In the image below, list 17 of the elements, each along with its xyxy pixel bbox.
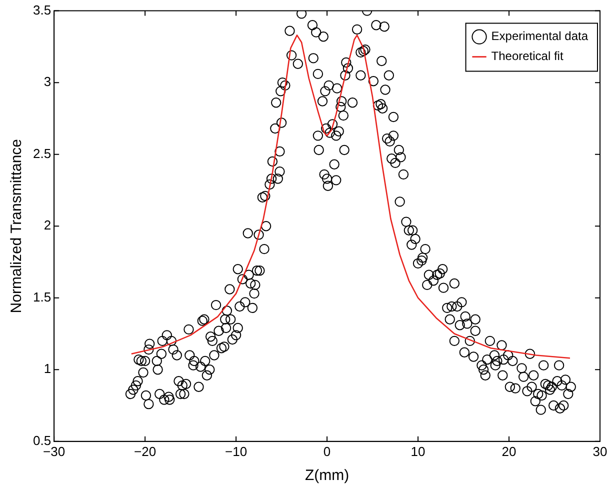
- x-tick-label: 10: [410, 444, 426, 459]
- y-tick-label: 1.5: [32, 289, 52, 304]
- x-tick-label: −20: [134, 444, 156, 459]
- y-tick-label: 3: [44, 74, 52, 90]
- y-tick-label: 1: [44, 361, 52, 376]
- x-tick-label: 30: [592, 444, 608, 459]
- y-tick-label: 2.5: [32, 146, 52, 161]
- x-tick-label: −10: [225, 444, 248, 459]
- x-tick-label: 20: [502, 444, 516, 459]
- y-tick-label: 0.5: [32, 432, 52, 448]
- y-tick-label: 3.5: [32, 2, 52, 18]
- y-axis-title: Normalized Transmittance: [8, 138, 26, 314]
- x-axis-title: Z(mm): [304, 467, 350, 484]
- legend-label: Theoretical fit: [491, 49, 564, 64]
- x-tick-label: 0: [323, 444, 331, 459]
- legend-label: Experimental data: [491, 29, 588, 44]
- y-tick-label: 2: [44, 218, 52, 233]
